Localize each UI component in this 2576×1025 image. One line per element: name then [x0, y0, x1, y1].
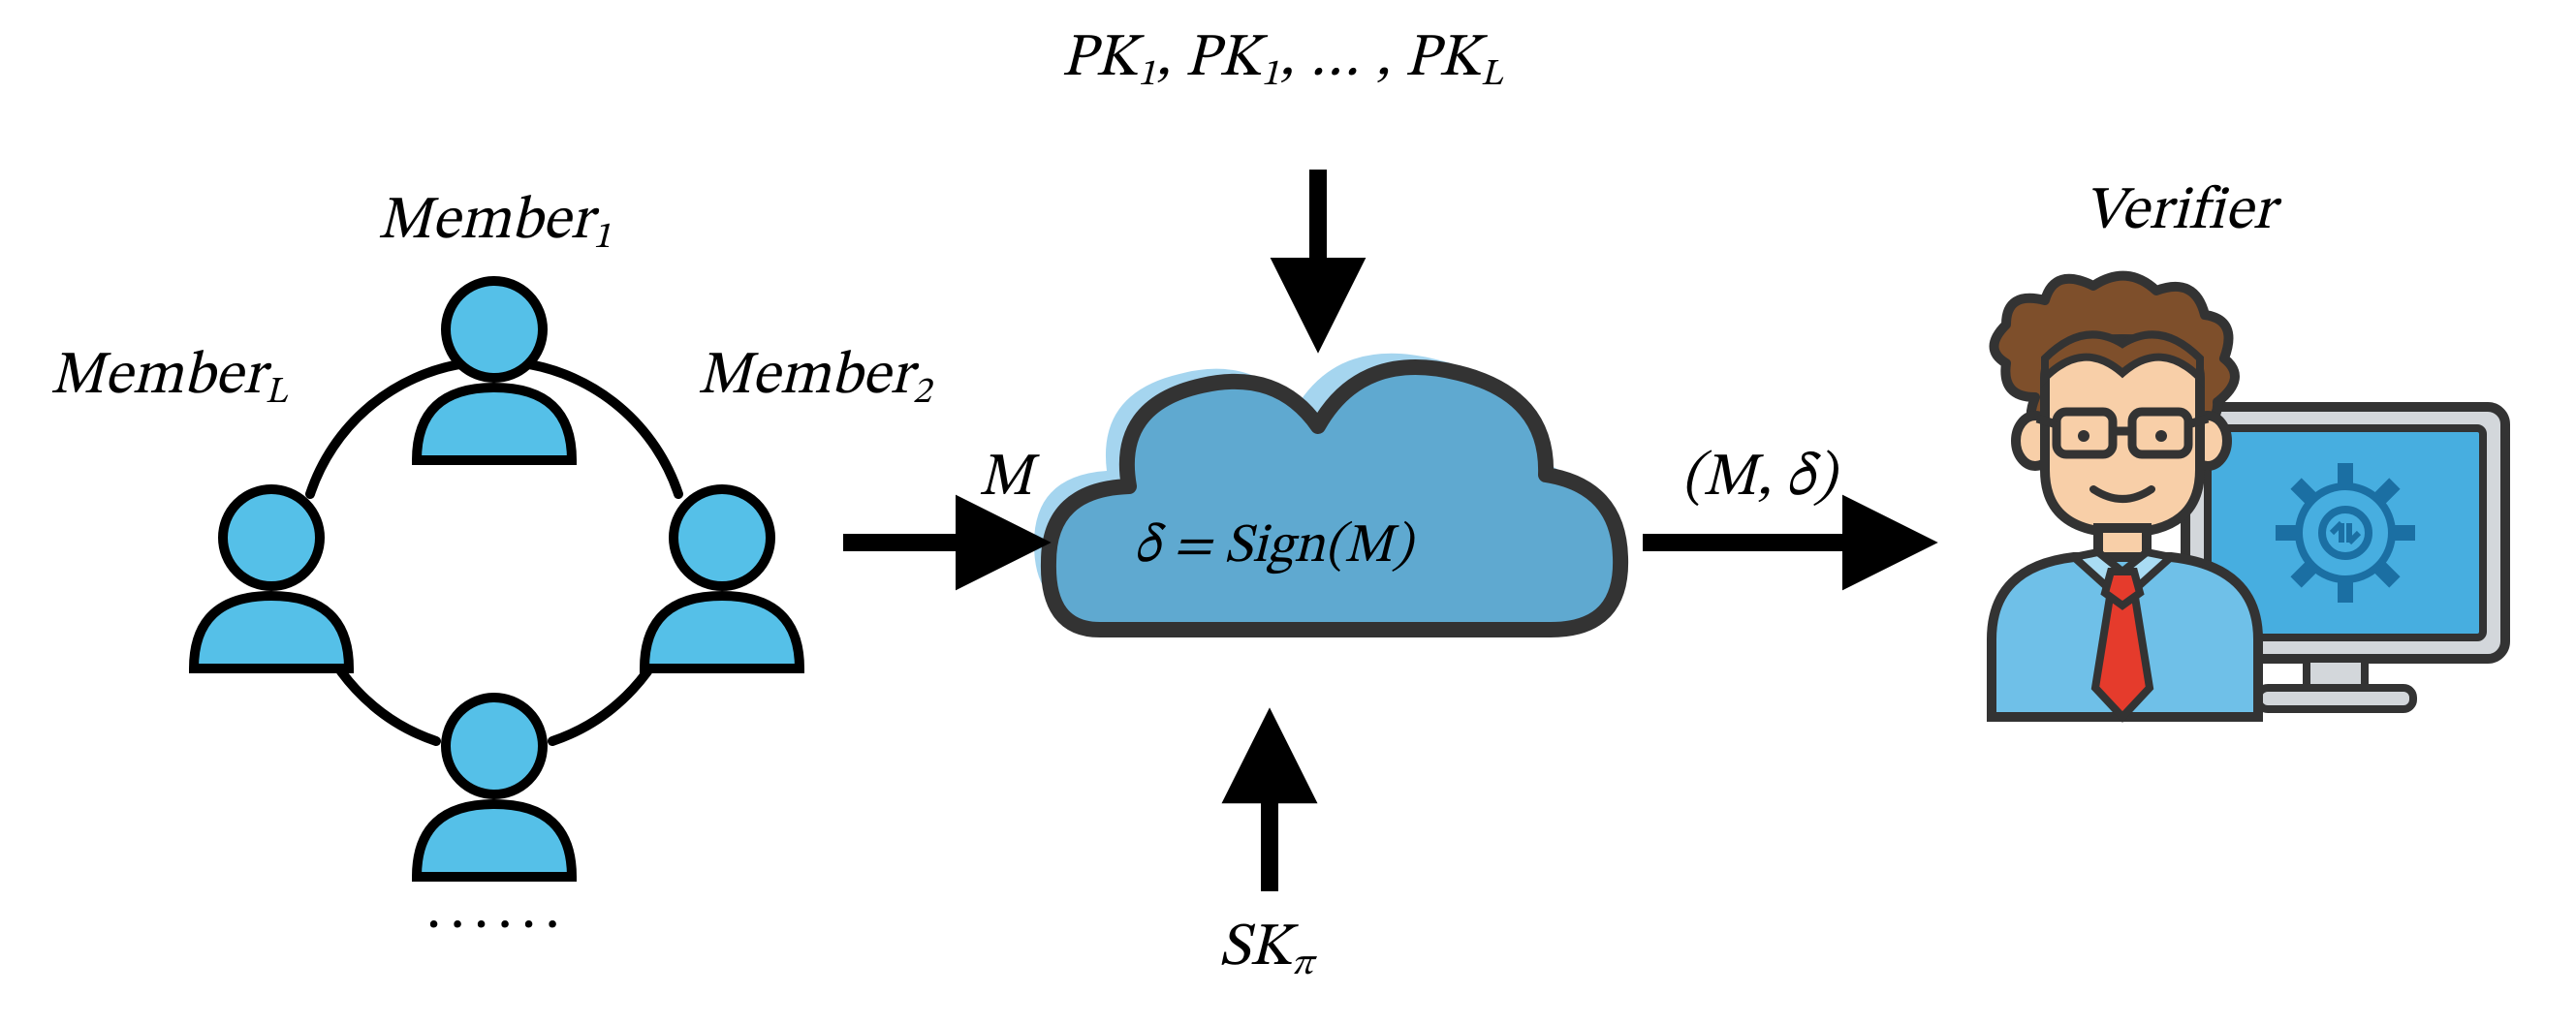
text-member2-sub: 2	[913, 375, 931, 412]
text-arrow-M: M	[979, 449, 1033, 509]
text-verifier: Verifier	[2084, 182, 2276, 242]
label-verifier: Verifier	[2084, 174, 2276, 250]
pk-prefix-3: PK	[1404, 29, 1481, 89]
label-member-L: MemberL	[50, 339, 287, 415]
label-pk-list: PK1, PK1, … , PKL	[1061, 21, 1502, 97]
text-member2: Member	[698, 347, 913, 407]
label-dots: ......	[426, 874, 569, 949]
text-arrow-Mdelta: (M, δ)	[1681, 449, 1836, 509]
text-memberL-sub: L	[266, 375, 287, 412]
diagram-svg	[0, 0, 2576, 1025]
text-member1: Member	[378, 192, 593, 252]
pk-prefix-1: PK	[1061, 29, 1138, 89]
label-sk-pi: SKπ	[1219, 911, 1313, 986]
cloud-node	[1034, 354, 1620, 630]
label-cloud-eq: δ = Sign(M)	[1134, 513, 1412, 581]
member-icon-dots	[417, 698, 572, 877]
label-arrow-M: M	[979, 441, 1033, 516]
text-sk-sub: π	[1292, 947, 1313, 983]
member-icon-2	[644, 489, 800, 668]
label-arrow-Mdelta: (M, δ)	[1681, 441, 1836, 516]
text-cloud-eq: δ = Sign(M)	[1134, 520, 1412, 575]
text-member1-sub: 1	[593, 220, 612, 257]
member-icon-L	[194, 489, 349, 668]
label-member-1: Member1	[378, 184, 612, 260]
text-memberL: Member	[50, 347, 266, 407]
pk-prefix-2: PK	[1184, 29, 1261, 89]
verifier-illustration	[1992, 276, 2505, 717]
text-sk: SK	[1219, 918, 1292, 978]
label-member-2: Member2	[698, 339, 931, 415]
ring-signature-diagram: { "diagram": { "type": "flowchart", "can…	[0, 0, 2576, 1025]
